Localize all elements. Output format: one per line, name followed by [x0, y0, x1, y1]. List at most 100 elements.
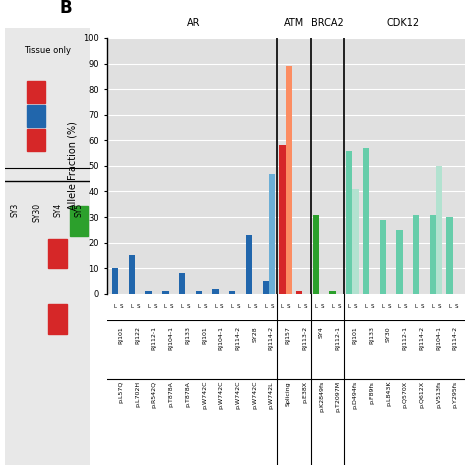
Text: S: S [387, 304, 391, 310]
Text: L: L [431, 304, 434, 310]
Text: S: S [170, 304, 173, 310]
Text: S: S [187, 304, 190, 310]
Bar [27, 105, 46, 127]
Bar [48, 239, 66, 268]
Text: L: L [130, 304, 133, 310]
Text: p.F89fs: p.F89fs [369, 381, 374, 404]
Bar [212, 289, 219, 294]
Text: RJ122: RJ122 [135, 326, 140, 344]
Text: RJ104-1: RJ104-1 [436, 326, 441, 350]
Text: RJ101: RJ101 [202, 326, 207, 344]
Text: L: L [147, 304, 150, 310]
Bar [27, 81, 46, 102]
Text: RJ112-1: RJ112-1 [152, 326, 157, 350]
Text: RJ114-2: RJ114-2 [236, 326, 240, 350]
Bar [5, 79, 90, 102]
Text: S: S [137, 304, 140, 310]
Text: L: L [331, 304, 334, 310]
Text: RJ113-2: RJ113-2 [302, 326, 307, 350]
Bar [70, 206, 88, 236]
Text: p.T878A: p.T878A [169, 381, 173, 407]
Text: L: L [281, 304, 284, 310]
Bar [48, 304, 66, 334]
Text: B: B [60, 0, 73, 18]
Text: CDK12: CDK12 [386, 18, 419, 27]
Text: S: S [270, 304, 274, 310]
Text: L: L [231, 304, 234, 310]
Text: p.Q570X: p.Q570X [402, 381, 408, 408]
Text: ATM: ATM [284, 18, 304, 27]
Text: S: S [371, 304, 374, 310]
Text: p.W742C: p.W742C [236, 381, 240, 410]
Text: S: S [220, 304, 224, 310]
Text: S: S [354, 304, 357, 310]
Text: p.E38X: p.E38X [302, 381, 307, 403]
Bar [129, 255, 135, 294]
Text: L: L [348, 304, 351, 310]
Text: p.T878A: p.T878A [185, 381, 190, 407]
Bar [430, 215, 436, 294]
Text: SY4: SY4 [54, 203, 63, 217]
Text: L: L [164, 304, 167, 310]
Text: S: S [404, 304, 408, 310]
Bar [246, 235, 252, 294]
Text: S: S [421, 304, 424, 310]
Bar [179, 273, 185, 294]
Text: S: S [304, 304, 307, 310]
Text: SY4: SY4 [319, 326, 324, 337]
Bar [413, 215, 419, 294]
Text: p.L843K: p.L843K [386, 381, 391, 406]
Text: S: S [254, 304, 257, 310]
Bar [146, 292, 152, 294]
Text: RJ101: RJ101 [118, 326, 123, 344]
Text: L: L [398, 304, 401, 310]
Text: p.W742C: p.W742C [252, 381, 257, 410]
Text: SY3: SY3 [11, 203, 20, 217]
Text: SY28: SY28 [252, 326, 257, 341]
Text: L: L [298, 304, 301, 310]
Text: Tissue only: Tissue only [24, 46, 71, 55]
Text: AR: AR [187, 18, 201, 27]
Bar [436, 166, 442, 294]
Text: L: L [214, 304, 217, 310]
Text: SY5: SY5 [75, 203, 84, 217]
Text: L: L [197, 304, 201, 310]
Text: p.L57Q: p.L57Q [118, 381, 123, 403]
Text: p.D494fs: p.D494fs [353, 381, 357, 409]
Bar [346, 151, 353, 294]
Bar [263, 281, 269, 294]
Text: S: S [454, 304, 458, 310]
Bar [5, 55, 90, 79]
Text: RJ157: RJ157 [285, 326, 291, 344]
Text: S: S [337, 304, 341, 310]
Bar [196, 292, 202, 294]
Text: S: S [287, 304, 291, 310]
Text: S: S [438, 304, 441, 310]
Text: RJ114-2: RJ114-2 [269, 326, 274, 350]
Text: p.L702H: p.L702H [135, 381, 140, 407]
Bar [396, 230, 402, 294]
Text: RJ133: RJ133 [185, 326, 190, 344]
Text: p.Q612X: p.Q612X [419, 381, 424, 408]
Bar [112, 268, 118, 294]
Bar [5, 127, 90, 151]
Bar [269, 173, 275, 294]
Bar [329, 292, 336, 294]
Bar [162, 292, 169, 294]
Text: L: L [448, 304, 451, 310]
Text: p.R542Q: p.R542Q [152, 381, 157, 408]
Text: p.W742C: p.W742C [202, 381, 207, 410]
Bar [296, 292, 302, 294]
Text: p.T2097M: p.T2097M [336, 381, 341, 412]
Text: L: L [415, 304, 418, 310]
Bar [279, 146, 285, 294]
Text: SY30: SY30 [32, 203, 41, 222]
Bar [363, 148, 369, 294]
Text: p.W742L: p.W742L [269, 381, 274, 409]
Text: p.W742C: p.W742C [219, 381, 224, 410]
Text: S: S [153, 304, 157, 310]
Text: p.K2849fs: p.K2849fs [319, 381, 324, 412]
Text: RJ112-1: RJ112-1 [402, 326, 408, 350]
Bar [313, 215, 319, 294]
Bar [380, 219, 386, 294]
